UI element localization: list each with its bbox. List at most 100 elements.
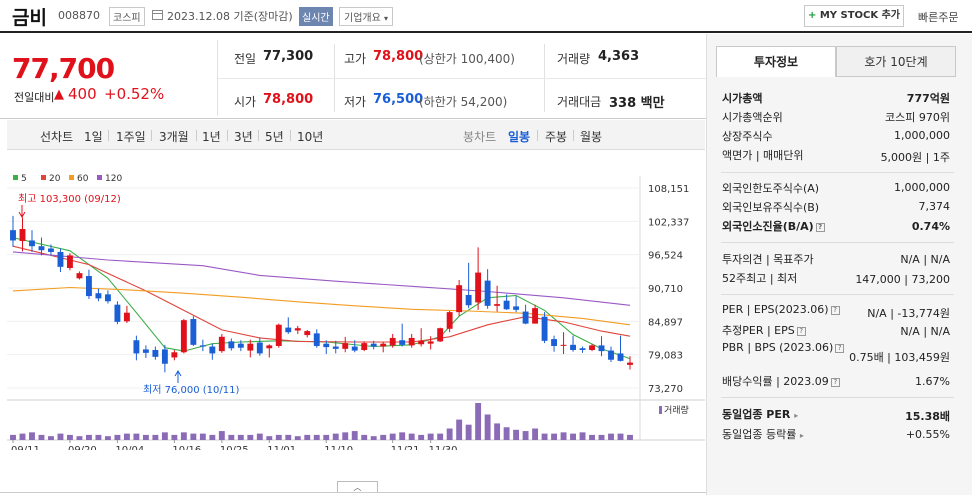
help-icon[interactable]: ? xyxy=(835,343,845,353)
help-icon[interactable]: ? xyxy=(830,377,840,387)
amount-value: 338 백만 xyxy=(609,96,665,111)
volume-bar xyxy=(323,434,330,440)
y-tick-label: 96,524 xyxy=(648,251,683,262)
candle-body xyxy=(237,343,244,348)
x-tick-label: 11/10 xyxy=(324,445,353,450)
stock-header xyxy=(0,0,972,33)
prev-close-label: 전일 xyxy=(234,52,257,66)
volume-bar xyxy=(48,436,54,440)
candle-body xyxy=(19,229,26,242)
foreign-rate-label-text: 외국인소진율(B/A) xyxy=(722,220,814,233)
chevron-right-icon: ▸ xyxy=(799,431,804,440)
period-10y[interactable]: 10년 xyxy=(297,130,324,144)
volume-bar xyxy=(579,432,586,440)
x-tick-label: 11/30 xyxy=(429,445,458,450)
candle-body xyxy=(114,304,121,322)
period-1d[interactable]: 1일 xyxy=(84,130,103,144)
volume-bar xyxy=(142,434,149,440)
candle-weekly[interactable]: 주봉 xyxy=(545,130,568,144)
candle-body xyxy=(418,340,425,345)
legend-label: 5 xyxy=(21,174,27,184)
industry-per-label[interactable]: 동일업종 PER ▸ xyxy=(722,406,798,422)
amount-label: 거래대금 xyxy=(557,95,602,109)
volume-bar xyxy=(85,434,92,440)
my-stock-add-button[interactable]: + MY STOCK 추가 xyxy=(804,5,904,27)
candle-body xyxy=(494,304,501,306)
volume-bar xyxy=(29,432,35,440)
candle-body xyxy=(351,346,358,351)
candle-body xyxy=(342,343,349,349)
calendar-icon xyxy=(152,10,163,20)
ma-line-5 xyxy=(12,237,631,360)
candle-body xyxy=(209,346,216,354)
volume-bar xyxy=(332,433,339,440)
market-badge: 코스피 xyxy=(109,7,145,26)
opinion-value: N/A | N/A xyxy=(900,253,950,266)
volume-bar xyxy=(190,433,197,440)
volume-bar xyxy=(351,431,358,440)
candle-daily[interactable]: 일봉 xyxy=(508,130,531,144)
volume-bar xyxy=(570,433,576,440)
collapse-button[interactable]: ︿ xyxy=(337,481,378,493)
legend-swatch xyxy=(97,175,102,180)
tab-hoga-10[interactable]: 호가 10단계 xyxy=(836,46,956,77)
candle-body xyxy=(228,341,235,349)
price-date: 2023.12.08 기준(장마감) xyxy=(167,10,293,23)
volume-value: 4,363 xyxy=(598,49,640,64)
period-5y[interactable]: 5년 xyxy=(265,130,284,144)
legend-swatch xyxy=(41,175,46,180)
period-1w[interactable]: 1주일 xyxy=(116,130,146,144)
candle-body xyxy=(142,349,149,353)
volume-bar xyxy=(180,432,187,440)
est-per-label: 추정PER | EPS? xyxy=(722,322,806,338)
foreign-rate-value: 0.74% xyxy=(911,220,950,233)
dividend-label: 배당수익률 | 2023.09? xyxy=(722,373,840,389)
volume-bar xyxy=(294,436,301,440)
volume-label: 거래량 xyxy=(664,404,689,416)
shares-value: 1,000,000 xyxy=(894,129,950,142)
volume-bar xyxy=(465,424,472,440)
x-tick-label: 11/01 xyxy=(267,445,296,450)
volume-legend-swatch xyxy=(659,406,662,414)
volume-bar xyxy=(399,432,406,440)
tab-invest-info[interactable]: 투자정보 xyxy=(716,46,836,77)
separator xyxy=(258,130,259,141)
high-annotation: 최고 103,300 (09/12) xyxy=(18,193,121,205)
help-icon[interactable]: ? xyxy=(796,326,806,336)
volume-bar xyxy=(370,436,377,440)
industry-rate-label-text: 동일업종 등락률 xyxy=(722,428,797,441)
week52-label: 52주최고 | 최저 xyxy=(722,272,798,285)
volume-bar xyxy=(513,429,520,440)
industry-rate-label[interactable]: 동일업종 등락률 ▸ xyxy=(722,426,804,442)
candle-body xyxy=(95,293,102,299)
volume-bar xyxy=(437,433,444,440)
company-overview-button[interactable]: 기업개요 ▾ xyxy=(339,7,394,26)
separator xyxy=(537,130,538,141)
candle-body xyxy=(29,240,35,247)
legend-label: 20 xyxy=(49,174,61,184)
open-value: 78,800 xyxy=(263,92,314,107)
volume-bar xyxy=(152,434,159,440)
volume-bar xyxy=(380,434,387,440)
foreign-limit-label: 외국인한도주식수(A) xyxy=(722,182,820,195)
ma-line-20 xyxy=(12,245,631,343)
candle-body xyxy=(399,340,406,345)
period-1y[interactable]: 1년 xyxy=(202,130,221,144)
candle-body xyxy=(38,246,45,251)
realtime-button[interactable]: 실시간 xyxy=(299,7,333,26)
period-3y[interactable]: 3년 xyxy=(234,130,253,144)
quick-order-button[interactable]: 빠른주문 xyxy=(918,11,959,24)
change-label: 전일대비 xyxy=(14,91,55,104)
candle-body xyxy=(446,312,453,329)
volume-bar xyxy=(560,432,567,440)
candle-body xyxy=(190,319,197,345)
stock-name: 금비 xyxy=(12,7,47,29)
help-icon[interactable]: ? xyxy=(830,305,840,315)
candle-body xyxy=(171,352,178,358)
period-3m[interactable]: 3개월 xyxy=(159,130,189,144)
stock-chart[interactable]: 108,151 102,337 96,524 90,710 84,897 79,083 73… xyxy=(7,150,705,450)
low-value: 76,500 xyxy=(373,92,424,107)
legend-swatch xyxy=(69,175,74,180)
help-icon[interactable]: ? xyxy=(815,222,825,232)
candle-monthly[interactable]: 월봉 xyxy=(580,130,603,144)
